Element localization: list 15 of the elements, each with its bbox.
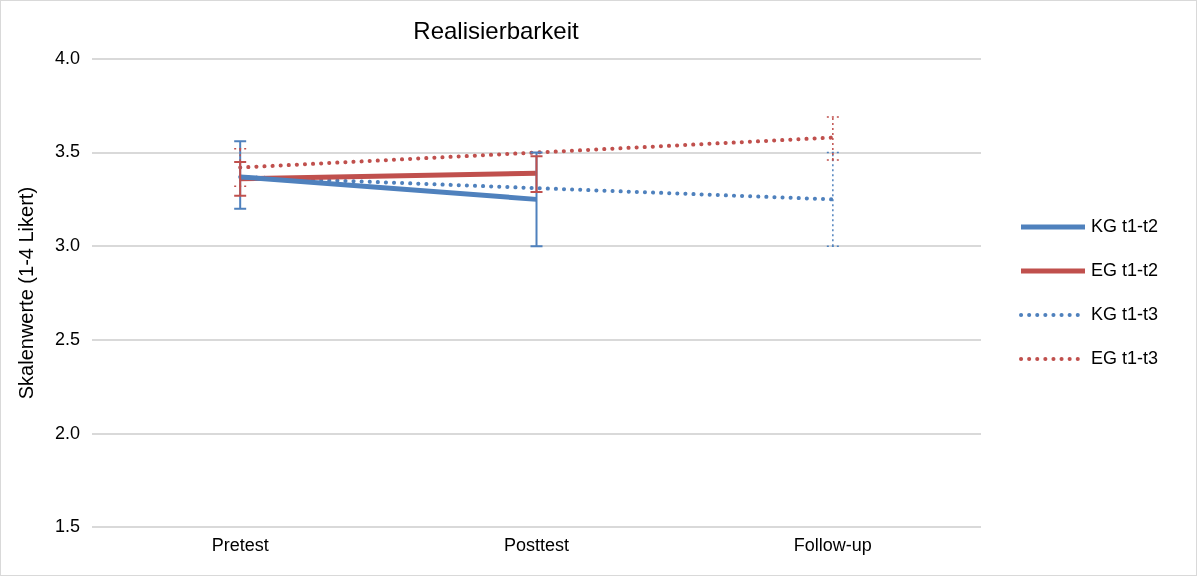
y-tick-label: 4.0: [54, 47, 81, 68]
y-tick-label: 3.5: [54, 141, 81, 162]
x-tick-label: Pretest: [211, 535, 269, 556]
x-tick-label: Follow-up: [793, 535, 872, 556]
legend-label: EG t1-t3: [1091, 348, 1159, 369]
chart-title: Realisierbarkeit: [413, 17, 580, 45]
y-tick-label: 2.5: [54, 328, 81, 349]
y-tick-label: 3.0: [54, 235, 81, 256]
legend-label: KG t1-t2: [1091, 216, 1159, 237]
legend-label: KG t1-t3: [1091, 304, 1159, 325]
legend-label: EG t1-t2: [1091, 260, 1159, 281]
y-tick-label: 1.5: [54, 516, 81, 537]
y-tick-label: 2.0: [54, 422, 81, 443]
y-axis-title: Skalenwerte (1-4 Likert): [14, 186, 37, 400]
x-tick-label: Posttest: [504, 535, 570, 556]
